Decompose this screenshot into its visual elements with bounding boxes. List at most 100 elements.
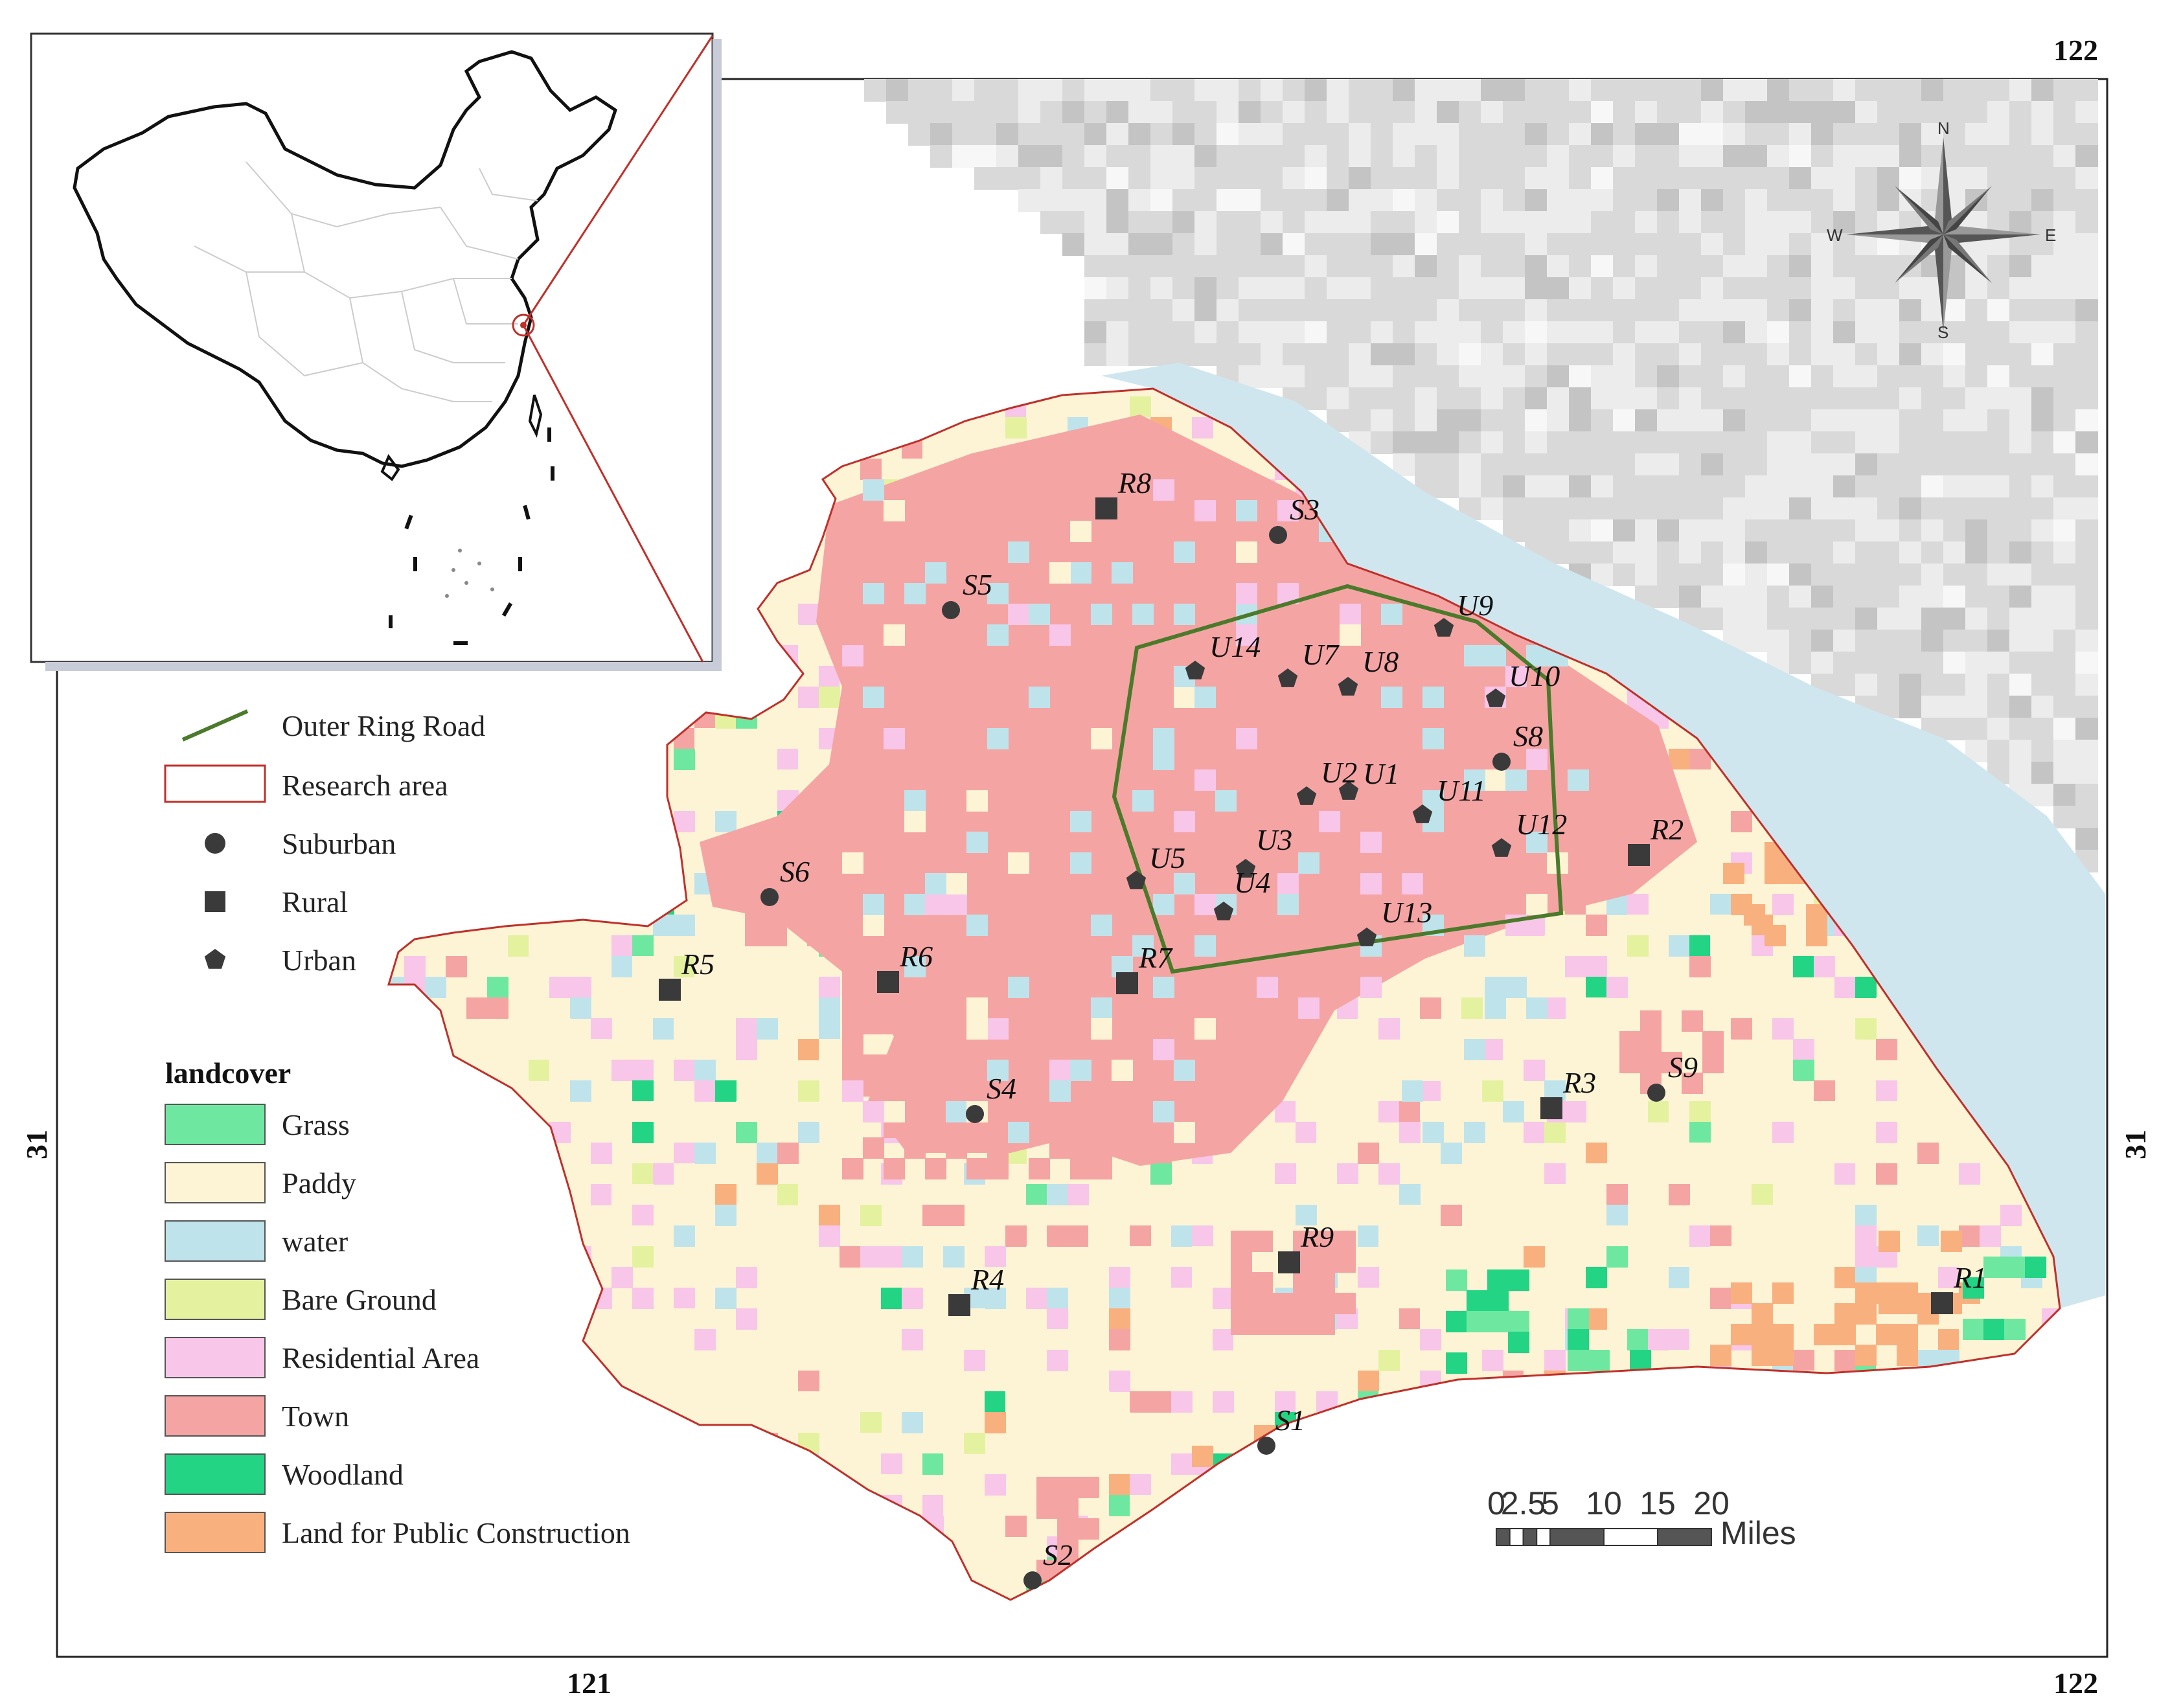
landcover-legend-item: Bare Ground: [165, 1279, 437, 1320]
rural-icon: [205, 891, 225, 912]
landcover-label: Residential Area: [282, 1341, 479, 1374]
lon-label-bottom-right: 122: [2053, 1667, 2098, 1700]
site-r4: R4: [948, 1263, 1004, 1316]
site-label: S5: [963, 568, 992, 601]
site-r3: R3: [1540, 1066, 1596, 1119]
landcover-swatch: [165, 1162, 266, 1203]
site-u4: U4: [1213, 866, 1270, 920]
suburban-marker-icon: [966, 1105, 984, 1123]
site-label: R4: [970, 1263, 1004, 1296]
site-u13: U13: [1356, 896, 1432, 946]
site-label: R5: [681, 948, 714, 981]
landcover-swatch: [165, 1279, 266, 1320]
landcover-legend-item: water: [165, 1220, 348, 1262]
legend: Outer Ring Road Research area Suburban Rura…: [164, 709, 630, 1553]
rural-marker-icon: [1095, 497, 1117, 519]
landcover-label: Woodland: [282, 1458, 404, 1491]
scale-tick-label: 2.5: [1501, 1485, 1546, 1521]
site-label: U13: [1381, 896, 1432, 929]
urban-marker-icon: [1338, 677, 1358, 696]
site-r7: R7: [1116, 941, 1173, 994]
landcover-legend-item: Grass: [165, 1104, 350, 1145]
legend-item-pentagon: Urban: [204, 944, 356, 977]
landcover-label: Bare Ground: [282, 1283, 437, 1316]
site-label: R9: [1300, 1220, 1334, 1253]
landcover-swatch: [165, 1337, 266, 1378]
site-u8: U8: [1338, 645, 1399, 696]
landcover-legend-item: Land for Public Construction: [165, 1512, 630, 1553]
compass-e: E: [2045, 225, 2056, 245]
site-label: U8: [1362, 645, 1399, 678]
landcover-swatch: [165, 1395, 266, 1437]
south-china-sea-dashes: [389, 427, 554, 645]
site-label: S2: [1043, 1538, 1073, 1571]
site-label: R1: [1953, 1261, 1987, 1294]
site-u2: U2: [1296, 756, 1357, 805]
rural-marker-icon: [877, 971, 899, 993]
suburban-marker-icon: [1257, 1437, 1275, 1455]
site-s4: S4: [966, 1072, 1016, 1123]
site-u3: U3: [1235, 823, 1292, 878]
rural-marker-icon: [1278, 1251, 1300, 1273]
legend-label: Urban: [282, 944, 356, 977]
province-lines: [194, 161, 538, 402]
site-label: U14: [1209, 630, 1261, 663]
scale-tick-label: 0: [1487, 1485, 1505, 1521]
site-label: R6: [899, 940, 933, 973]
site-label: R3: [1562, 1066, 1596, 1099]
site-label: U9: [1457, 589, 1493, 622]
landcover-legend-item: Paddy: [165, 1162, 356, 1203]
legend-label: Research area: [282, 769, 448, 802]
compass-n: N: [1937, 119, 1950, 138]
site-label: U1: [1363, 757, 1399, 790]
urban-marker-icon: [1434, 618, 1454, 637]
site-r8: R8: [1095, 466, 1151, 519]
shanghai-locator: [512, 313, 535, 337]
rural-marker-icon: [1540, 1097, 1562, 1119]
site-r1: R1: [1931, 1261, 1987, 1314]
suburban-marker-icon: [760, 888, 779, 906]
inset-connector-top: [522, 35, 714, 326]
rural-marker-icon: [1628, 844, 1650, 866]
site-label: U5: [1149, 841, 1185, 874]
landcover-legend-item: Woodland: [165, 1453, 404, 1495]
site-u7: U7: [1277, 638, 1340, 687]
site-label: U10: [1509, 659, 1560, 692]
research-area-icon: [164, 764, 266, 803]
compass-s: S: [1937, 323, 1948, 342]
urban-marker-icon: [1296, 786, 1317, 805]
suburban-marker-icon: [1269, 526, 1287, 544]
suburban-icon: [205, 833, 225, 854]
site-u5: U5: [1126, 841, 1185, 889]
lon-label-bottom-left: 121: [567, 1667, 611, 1700]
site-s9: S9: [1647, 1051, 1698, 1102]
rural-marker-icon: [659, 979, 681, 1001]
china-outline: [73, 50, 617, 468]
landcover-legend-item: Residential Area: [165, 1337, 479, 1378]
landcover-label: Land for Public Construction: [282, 1516, 630, 1549]
site-u10: U10: [1485, 659, 1560, 707]
site-s3: S3: [1269, 493, 1319, 544]
site-label: U2: [1321, 756, 1357, 789]
scale-tick-label: 10: [1586, 1485, 1622, 1521]
urban-marker-icon: [1185, 661, 1205, 679]
scale-tick-label: 15: [1639, 1485, 1676, 1521]
site-label: U12: [1516, 808, 1567, 841]
legend-label: Rural: [282, 885, 348, 918]
landcover-title: landcover: [165, 1056, 291, 1089]
urban-icon: [204, 949, 226, 969]
suburban-marker-icon: [1023, 1571, 1042, 1589]
site-label: S3: [1290, 493, 1319, 526]
site-label: U4: [1234, 866, 1270, 899]
site-label: S6: [780, 855, 810, 888]
site-s8: S8: [1492, 720, 1543, 771]
site-r5: R5: [659, 948, 714, 1001]
site-label: U11: [1437, 774, 1486, 807]
site-u12: U12: [1491, 808, 1567, 857]
compass-w: W: [1827, 225, 1843, 245]
urban-marker-icon: [1126, 871, 1147, 889]
site-s6: S6: [760, 855, 810, 906]
